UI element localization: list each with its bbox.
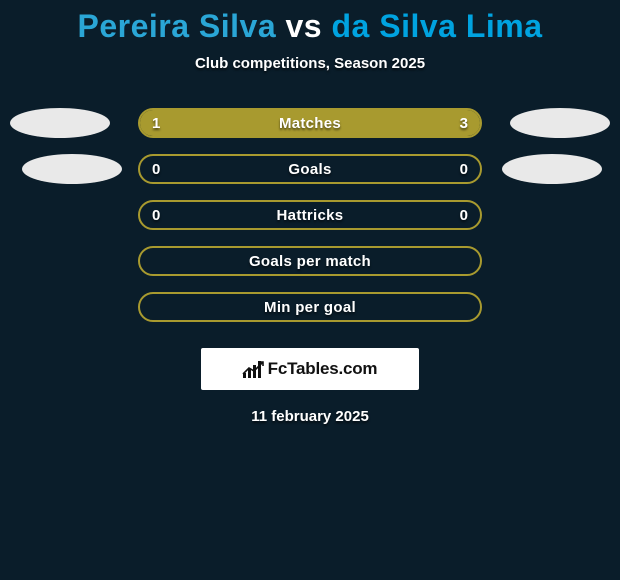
page-title: Pereira Silva vs da Silva Lima bbox=[0, 0, 620, 45]
stat-label: Matches bbox=[279, 115, 341, 132]
stats-block: 1 Matches 3 0 Goals 0 0 Hattricks 0 Go bbox=[0, 100, 620, 330]
player2-name: da Silva Lima bbox=[331, 8, 542, 44]
subtitle: Club competitions, Season 2025 bbox=[0, 55, 620, 72]
avatar-placeholder-left-2 bbox=[22, 154, 122, 184]
stat-bar: 0 Goals 0 bbox=[138, 154, 482, 184]
stat-value-left: 0 bbox=[152, 161, 160, 178]
stat-row-matches: 1 Matches 3 bbox=[0, 100, 620, 146]
stat-bar: 1 Matches 3 bbox=[138, 108, 482, 138]
stat-row-mpg: Min per goal bbox=[0, 284, 620, 330]
stat-value-right: 3 bbox=[460, 115, 468, 132]
player1-name: Pereira Silva bbox=[77, 8, 276, 44]
avatar-placeholder-right-1 bbox=[510, 108, 610, 138]
stat-label: Hattricks bbox=[277, 207, 344, 224]
stat-row-goals: 0 Goals 0 bbox=[0, 146, 620, 192]
stat-label: Goals per match bbox=[249, 253, 371, 270]
stat-label: Goals bbox=[288, 161, 331, 178]
stat-row-hattricks: 0 Hattricks 0 bbox=[0, 192, 620, 238]
stat-row-gpm: Goals per match bbox=[0, 238, 620, 284]
stat-bar: 0 Hattricks 0 bbox=[138, 200, 482, 230]
avatar-placeholder-left-1 bbox=[10, 108, 110, 138]
bar-chart-icon bbox=[243, 360, 263, 378]
fctables-logo[interactable]: FcTables.com bbox=[201, 348, 419, 390]
trend-line-icon bbox=[242, 361, 264, 375]
stat-value-left: 1 bbox=[152, 115, 160, 132]
stat-value-left: 0 bbox=[152, 207, 160, 224]
bar-fill-right bbox=[225, 110, 480, 136]
avatar-placeholder-right-2 bbox=[502, 154, 602, 184]
stat-bar: Goals per match bbox=[138, 246, 482, 276]
logo-text: FcTables.com bbox=[268, 359, 378, 379]
stat-value-right: 0 bbox=[460, 161, 468, 178]
stat-label: Min per goal bbox=[264, 299, 356, 316]
stat-bar: Min per goal bbox=[138, 292, 482, 322]
vs-text: vs bbox=[286, 8, 323, 44]
date: 11 february 2025 bbox=[0, 408, 620, 425]
stat-value-right: 0 bbox=[460, 207, 468, 224]
